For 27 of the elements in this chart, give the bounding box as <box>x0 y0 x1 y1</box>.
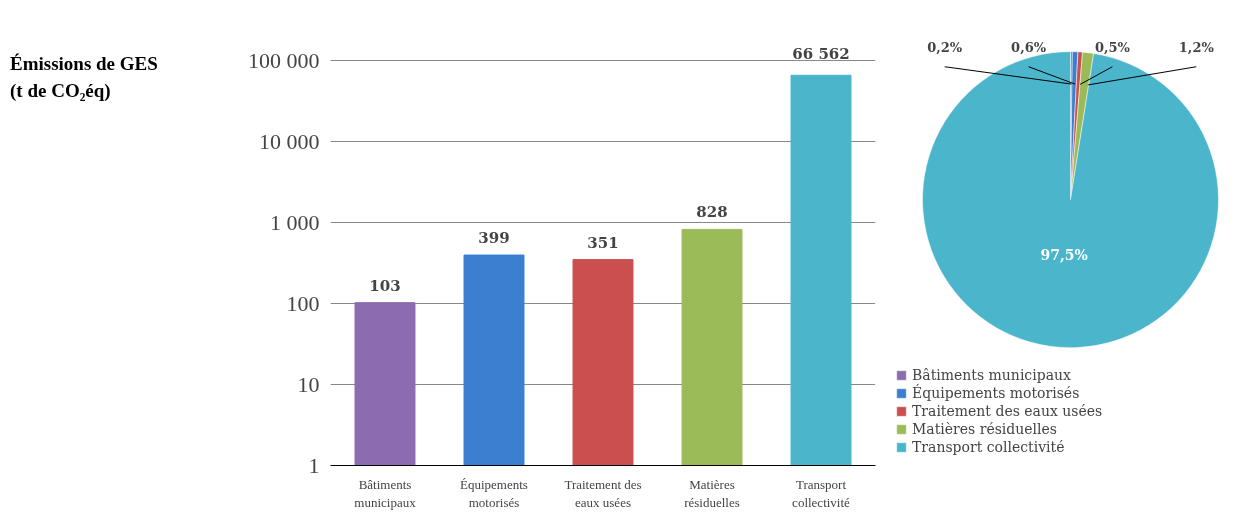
y-tick-label: 1 <box>308 453 320 478</box>
y-axis-title: Émissions de GES (t de CO₂éq) <box>10 52 159 104</box>
y-tick-label: 100 000 <box>248 48 320 74</box>
data-label: 399 <box>478 229 510 248</box>
y-tick-label: 10 <box>297 372 320 398</box>
data-label: 0,2% <box>927 40 963 56</box>
x-tick-label: Bâtiments municipaux <box>354 476 417 510</box>
legend-label: Équipements motorisés <box>912 385 1080 401</box>
x-tick-label: Transport collectivité <box>792 476 851 510</box>
data-label: 66 562 <box>792 45 850 64</box>
legend-label: Traitement des eaux usées <box>912 403 1103 419</box>
data-label: 1,2% <box>1178 40 1215 56</box>
data-label: 0,5% <box>1094 40 1131 56</box>
legend-label: Bâtiments municipaux <box>912 367 1071 383</box>
data-label: 103 <box>369 276 401 295</box>
data-label: 97,5% <box>1040 247 1088 264</box>
y-tick-label: 100 <box>286 291 320 317</box>
data-label: 0,6% <box>1011 40 1047 56</box>
data-label: 828 <box>696 203 728 222</box>
x-tick-label: Traitement des eaux usées <box>564 476 642 510</box>
data-label: 351 <box>587 233 619 252</box>
x-tick-label: Matières résiduelles <box>684 476 740 510</box>
x-tick-label: Équipements motorisés <box>460 476 528 510</box>
legend-label: Transport collectivité <box>912 439 1065 455</box>
y-tick-label: 10 000 <box>259 129 320 155</box>
y-tick-label: 1 000 <box>270 210 320 236</box>
legend-label: Matières résiduelles <box>912 421 1058 437</box>
